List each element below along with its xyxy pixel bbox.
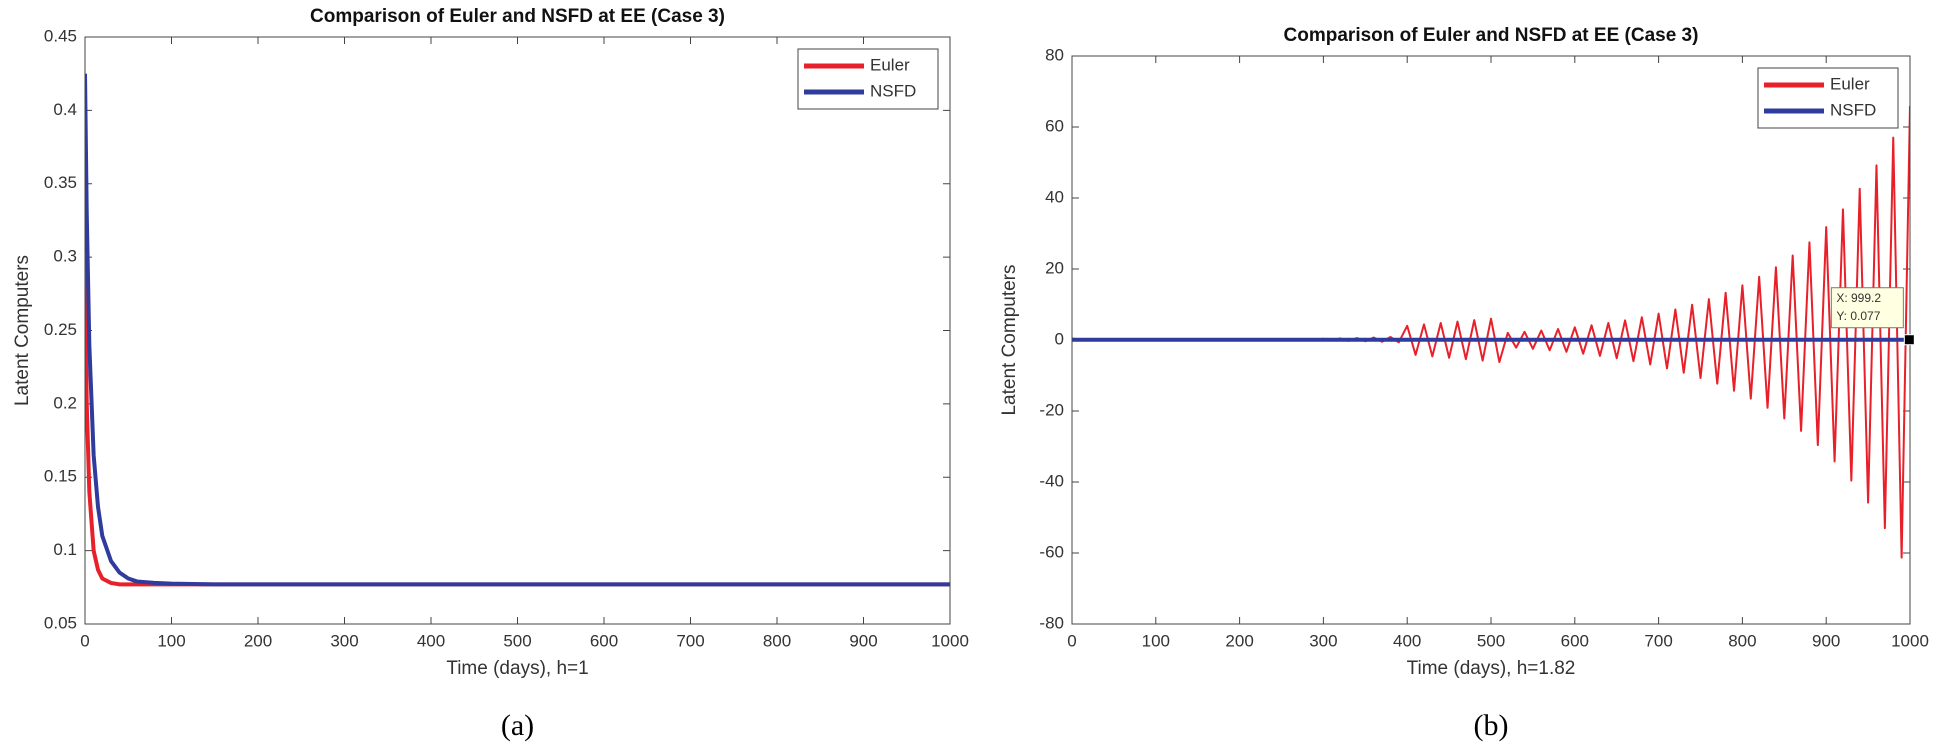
y-tick-label: 0.4 xyxy=(53,100,77,119)
x-tick-label: 400 xyxy=(417,631,445,650)
x-tick-label: 100 xyxy=(1142,631,1170,650)
x-tick-label: 800 xyxy=(763,631,791,650)
y-tick-label: 0.25 xyxy=(44,320,77,339)
datatip-marker xyxy=(1903,334,1915,346)
x-tick-label: 500 xyxy=(1477,631,1505,650)
y-tick-label: -60 xyxy=(1039,542,1064,561)
legend-box xyxy=(1757,67,1899,129)
x-tick-label: 500 xyxy=(503,631,531,650)
y-tick-label: 0.2 xyxy=(53,393,77,412)
y-tick-label: 40 xyxy=(1045,187,1064,206)
x-tick-label: 900 xyxy=(1812,631,1840,650)
y-tick-label: 80 xyxy=(1045,45,1064,64)
y-tick-label: -20 xyxy=(1039,400,1064,419)
y-tick-label: 0.45 xyxy=(44,26,77,45)
datatip-x: X: 999.2 xyxy=(1836,291,1881,305)
legend-label: NSFD xyxy=(1830,100,1876,119)
x-tick-label: 700 xyxy=(1644,631,1672,650)
x-tick-label: 1000 xyxy=(1891,631,1929,650)
x-tick-label: 200 xyxy=(244,631,272,650)
caption: (a) xyxy=(501,709,534,742)
x-tick-label: 200 xyxy=(1225,631,1253,650)
x-tick-label: 800 xyxy=(1728,631,1756,650)
chart-title: Comparison of Euler and NSFD at EE (Case… xyxy=(310,6,725,27)
y-tick-label: 60 xyxy=(1045,116,1064,135)
legend-label: NSFD xyxy=(870,81,916,100)
series-group xyxy=(85,73,950,587)
x-tick-label: 300 xyxy=(1309,631,1337,650)
y-tick-label: -40 xyxy=(1039,471,1064,490)
x-tick-label: 300 xyxy=(330,631,358,650)
x-tick-label: 400 xyxy=(1393,631,1421,650)
y-tick-label: 0.15 xyxy=(44,467,77,486)
x-tick-label: 700 xyxy=(676,631,704,650)
legend-box xyxy=(797,48,939,110)
datatip-y: Y: 0.077 xyxy=(1836,309,1880,323)
y-tick-label: 20 xyxy=(1045,258,1064,277)
x-tick-label: 600 xyxy=(1561,631,1589,650)
x-tick-label: 0 xyxy=(1067,631,1076,650)
y-tick-label: 0.3 xyxy=(53,247,77,266)
datatip-box xyxy=(1830,287,1904,329)
plot-area xyxy=(85,37,950,624)
chart-title: Comparison of Euler and NSFD at EE (Case… xyxy=(1284,25,1699,46)
y-tick-label: 0.1 xyxy=(53,540,77,559)
x-tick-label: 100 xyxy=(157,631,185,650)
x-axis-label: Time (days), h=1.82 xyxy=(1407,658,1576,679)
y-tick-label: 0.05 xyxy=(44,613,77,632)
y-tick-label: 0 xyxy=(1055,329,1064,348)
x-axis-label: Time (days), h=1 xyxy=(446,658,588,679)
legend-label: Euler xyxy=(870,55,910,74)
axes-frame xyxy=(84,36,951,625)
y-axis-label: Latent Computers xyxy=(12,255,33,406)
x-tick-label: 600 xyxy=(590,631,618,650)
y-axis-label: Latent Computers xyxy=(999,264,1020,415)
y-tick-label: -80 xyxy=(1039,613,1064,632)
caption: (b) xyxy=(1474,709,1509,742)
series-group xyxy=(1072,106,1910,559)
y-tick-label: 0.35 xyxy=(44,173,77,192)
series-line xyxy=(85,73,950,587)
x-tick-label: 900 xyxy=(849,631,877,650)
x-tick-label: 0 xyxy=(80,631,89,650)
x-tick-label: 1000 xyxy=(931,631,969,650)
legend-label: Euler xyxy=(1830,74,1870,93)
